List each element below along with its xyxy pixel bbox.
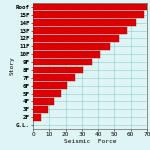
- Bar: [33, 27, 128, 34]
- Bar: [33, 4, 147, 10]
- Bar: [33, 90, 61, 97]
- Y-axis label: Story: Story: [9, 57, 14, 75]
- Bar: [33, 43, 110, 50]
- Bar: [33, 67, 84, 73]
- Bar: [33, 51, 100, 58]
- Bar: [33, 98, 54, 105]
- Bar: [33, 82, 67, 89]
- Bar: [33, 74, 75, 81]
- Bar: [33, 11, 144, 18]
- Bar: [33, 19, 136, 26]
- Bar: [33, 106, 48, 113]
- Bar: [33, 59, 92, 65]
- Bar: [33, 35, 119, 42]
- Bar: [33, 114, 41, 121]
- X-axis label: Seismic  Force: Seismic Force: [64, 139, 116, 144]
